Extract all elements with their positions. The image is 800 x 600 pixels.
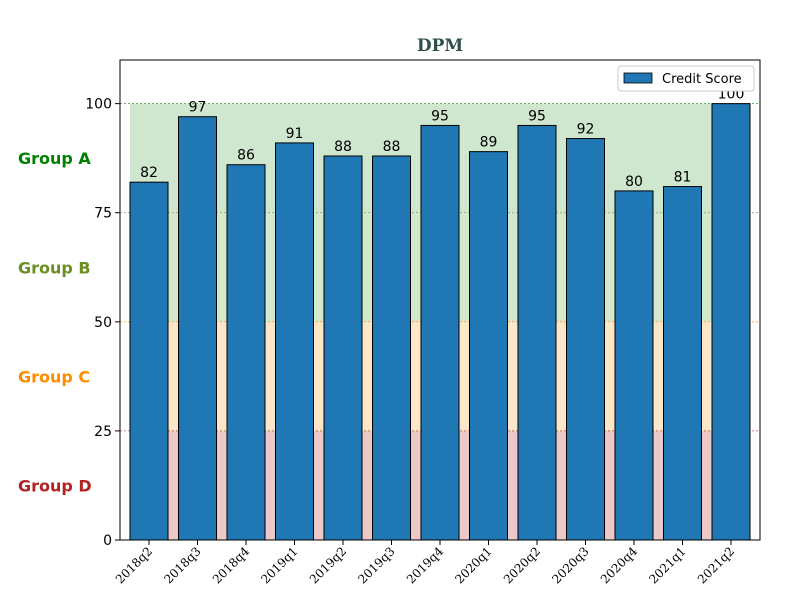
value-label-2018q4: 86: [237, 148, 255, 164]
x-tick-label: 2018q2: [113, 544, 155, 586]
bar-2019q2: [323, 155, 363, 541]
value-label-2020q2: 95: [528, 108, 546, 124]
value-label-2018q3: 97: [189, 100, 207, 116]
bars: [129, 103, 751, 541]
value-label-2021q1: 81: [674, 170, 692, 186]
group-label-group-b: Group B: [18, 258, 91, 277]
bar-2018q3: [178, 116, 217, 541]
value-label-2019q2: 88: [334, 139, 352, 155]
value-label-2019q4: 95: [431, 108, 449, 124]
x-tick-label: 2021q2: [695, 544, 737, 586]
x-tick-label: 2021q1: [646, 544, 688, 586]
bar-2019q4: [420, 124, 460, 541]
legend-label: Credit Score: [662, 72, 742, 87]
y-tick-label: 75: [94, 206, 112, 222]
value-label-2018q2: 82: [140, 165, 158, 181]
x-tick-label: 2018q3: [161, 544, 203, 586]
x-tick-label: 2018q4: [210, 544, 253, 587]
x-tick-label: 2019q3: [355, 544, 397, 586]
bar-2021q1: [663, 186, 702, 541]
group-label-group-a: Group A: [18, 149, 91, 168]
bar-2020q1: [469, 151, 508, 541]
y-tick-label: 50: [94, 315, 112, 331]
bar-2018q2: [129, 181, 169, 541]
y-tick-label: 25: [94, 424, 112, 440]
legend: Credit Score: [617, 65, 755, 92]
value-label-2020q1: 89: [480, 135, 498, 151]
legend-swatch: [623, 72, 653, 84]
value-label-2020q4: 80: [625, 174, 643, 190]
chart-title: DPM: [417, 36, 464, 56]
bar-2019q1: [275, 142, 314, 541]
group-label-group-c: Group C: [18, 367, 90, 386]
x-tick-label: 2019q4: [404, 544, 447, 587]
y-axis: 0 25 50 75 100: [85, 97, 120, 549]
group-labels: Group A Group B Group C Group D: [18, 149, 92, 495]
bar-2020q2: [517, 124, 557, 541]
x-tick-label: 2020q2: [501, 544, 543, 586]
bar-2021q2: [711, 103, 751, 541]
x-tick-label: 2019q2: [307, 544, 349, 586]
group-label-group-d: Group D: [18, 476, 92, 495]
value-label-2020q3: 92: [577, 122, 595, 138]
bar-2018q4: [226, 164, 266, 541]
x-tick-label: 2020q1: [452, 544, 494, 586]
x-axis: 2018q2 2018q3 2018q4 2019q1 2019q2 2019q3 2019…: [113, 540, 737, 587]
value-label-2019q3: 88: [383, 139, 401, 155]
x-tick-label: 2020q4: [598, 544, 641, 587]
legend-box: [617, 65, 755, 92]
y-tick-label: 100: [85, 97, 112, 113]
x-tick-label: 2019q1: [258, 544, 300, 586]
bar-2019q3: [372, 155, 411, 541]
x-tick-label: 2020q3: [549, 544, 591, 586]
value-label-2019q1: 91: [286, 126, 304, 142]
bar-2020q3: [566, 138, 605, 541]
bar-2020q4: [614, 190, 654, 541]
y-tick-label: 0: [103, 533, 112, 549]
